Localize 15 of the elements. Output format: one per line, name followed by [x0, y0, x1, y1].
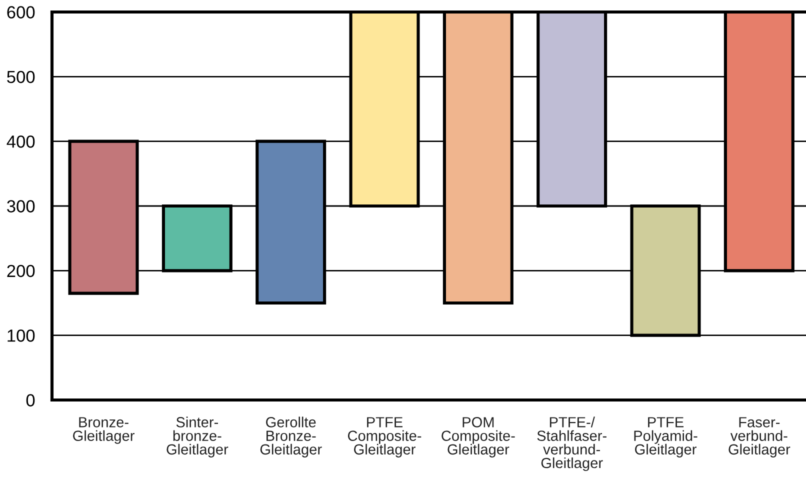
x-tick-label: PTFE Composite- Gleitlager: [348, 417, 422, 458]
y-tick-label: 500: [7, 70, 35, 84]
y-tick-label: 0: [26, 394, 35, 406]
y-tick-label: 600: [7, 6, 35, 18]
x-tick-label: Sinter- bronze- Gleitlager: [166, 416, 228, 458]
y-tick-label: 400: [6, 136, 35, 148]
y-tick-label: 300: [7, 200, 35, 212]
x-tick-label: Faser- verbund- Gleitlager: [728, 417, 790, 458]
x-tick-label: PTFE Polyamid- Gleitlager: [634, 417, 698, 458]
y-tick-label: 100: [8, 330, 35, 342]
x-tick-label: PTFE-/ Stahlfaser- verbund- Gleitlager: [537, 416, 606, 472]
x-tick-label: Gerollte Bronze- Gleitlager: [260, 416, 322, 458]
x-tick-label: POM Composite- Gleitlager: [442, 417, 515, 458]
x-tick-label: Bronze- Gleitlager: [73, 417, 134, 444]
y-tick-label: 200: [7, 264, 35, 278]
